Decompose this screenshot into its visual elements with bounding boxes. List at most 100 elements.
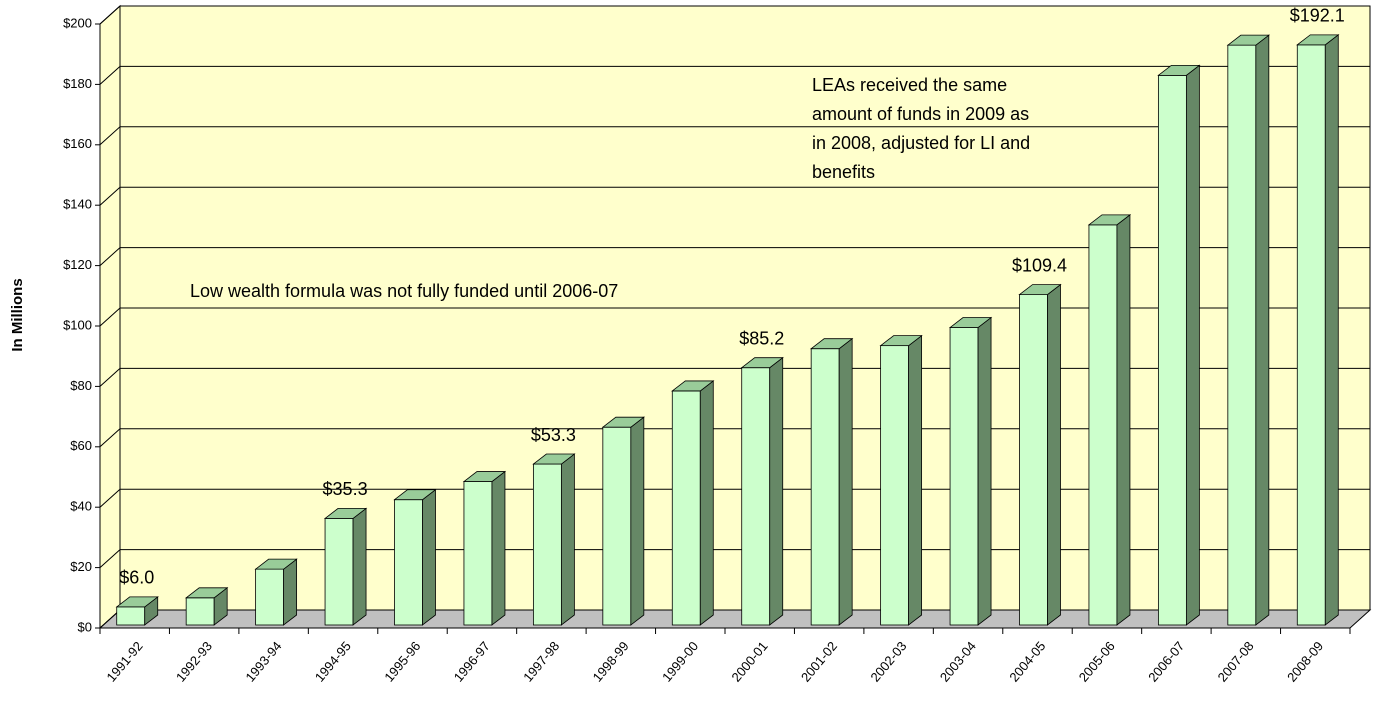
bar-front <box>1227 44 1257 626</box>
y-tick-label: $200 <box>63 15 92 30</box>
bar-top <box>1018 284 1062 296</box>
bar-side <box>908 334 923 626</box>
bar-top <box>184 587 229 599</box>
bar-front <box>394 499 423 626</box>
x-tick-label: 2004-05 <box>1006 638 1048 684</box>
x-tick-label: 1995-96 <box>381 638 423 684</box>
bar <box>1226 34 1271 626</box>
grid-line <box>99 65 1370 85</box>
x-tick-label: 2005-06 <box>1076 638 1118 684</box>
bar-side <box>838 337 853 626</box>
bar-front <box>1296 44 1326 626</box>
y-tick-label: $40 <box>70 499 92 514</box>
bar-front <box>255 568 285 626</box>
y-tick-label: $100 <box>63 317 92 332</box>
bar-top <box>948 317 993 328</box>
bar-front <box>116 606 146 626</box>
bar <box>879 334 923 626</box>
x-tick-label: 2003-04 <box>937 638 979 684</box>
value-label: $192.1 <box>1290 6 1345 26</box>
bar <box>184 587 229 626</box>
value-label: $85.2 <box>739 328 784 348</box>
bar-top <box>1296 34 1340 46</box>
bar-front <box>1157 74 1187 626</box>
y-tick-label: $60 <box>70 438 92 453</box>
bar <box>948 316 993 626</box>
bar-side <box>1185 64 1200 626</box>
bar <box>1296 34 1340 626</box>
y-tick-label: $80 <box>70 378 92 393</box>
annotation: amount of funds in 2009 as <box>812 104 1029 124</box>
bar-front <box>463 481 493 626</box>
bar-front <box>880 345 910 626</box>
bar-top <box>532 453 576 465</box>
x-tick-label: 1999-00 <box>659 638 701 684</box>
x-tick-label: 1997-98 <box>520 638 562 684</box>
bar-front <box>741 367 771 626</box>
bar-side <box>630 416 645 626</box>
bar-front <box>324 517 354 626</box>
x-tick-label: 2002-03 <box>867 638 909 684</box>
grid-line <box>99 126 1370 146</box>
bar <box>115 596 159 626</box>
y-axis-title: In Millions <box>9 278 26 351</box>
bar <box>1018 283 1062 626</box>
bar-top <box>115 596 159 608</box>
bar-top <box>809 338 854 350</box>
bar-side <box>422 488 436 626</box>
bar <box>1157 64 1201 626</box>
grid-line <box>99 247 1370 266</box>
bar-front <box>671 390 701 626</box>
grid-line <box>99 5 1370 25</box>
bar <box>671 380 715 626</box>
bar <box>254 558 298 626</box>
bar <box>393 488 437 626</box>
bar-top <box>323 507 368 519</box>
x-tick-label: 1998-99 <box>590 638 632 684</box>
bar-side <box>699 380 714 626</box>
bar <box>809 337 854 626</box>
grid-line <box>99 186 1370 206</box>
x-tick-label: 2007-08 <box>1215 638 1257 684</box>
grid-line <box>99 307 1370 327</box>
x-tick-label: 2006-07 <box>1145 638 1187 684</box>
bar <box>323 507 368 626</box>
bar-side <box>1255 34 1270 626</box>
y-tick-label: $180 <box>63 76 92 91</box>
bar-top <box>1087 214 1132 226</box>
bar-front <box>949 327 979 626</box>
bar <box>462 470 507 626</box>
annotation: LEAs received the same <box>812 75 1007 95</box>
x-tick-label: 2008-09 <box>1284 638 1326 684</box>
bar-top <box>393 489 437 501</box>
bar-top <box>1157 64 1201 76</box>
value-label: $53.3 <box>531 425 576 445</box>
y-tick-label: $20 <box>70 559 92 574</box>
bar-side <box>1116 214 1131 626</box>
annotation: in 2008, adjusted for LI and <box>812 133 1030 153</box>
y-tick-label: $160 <box>63 136 92 151</box>
y-tick-label: $0 <box>78 619 92 634</box>
x-tick-label: 1993-94 <box>242 638 284 684</box>
bar-front <box>185 597 215 626</box>
x-tick-label: 1992-93 <box>173 638 215 684</box>
bar-side <box>977 316 992 626</box>
bar <box>532 453 576 626</box>
bar-front <box>602 426 632 626</box>
bar-side <box>769 356 784 626</box>
y-tick-label: $120 <box>63 257 92 272</box>
annotation: benefits <box>812 162 875 182</box>
x-tick-label: 2001-02 <box>798 638 840 684</box>
bar-side <box>1047 283 1061 626</box>
bar-top <box>601 416 646 428</box>
bar-side <box>352 507 367 626</box>
annotation: Low wealth formula was not fully funded … <box>190 281 618 301</box>
value-label: $109.4 <box>1012 255 1067 275</box>
bar <box>740 356 784 626</box>
bar-side <box>560 453 575 626</box>
bar-front <box>1019 294 1048 626</box>
bar-side <box>283 558 298 626</box>
bar-side <box>491 470 506 626</box>
bar-top <box>1226 34 1271 46</box>
